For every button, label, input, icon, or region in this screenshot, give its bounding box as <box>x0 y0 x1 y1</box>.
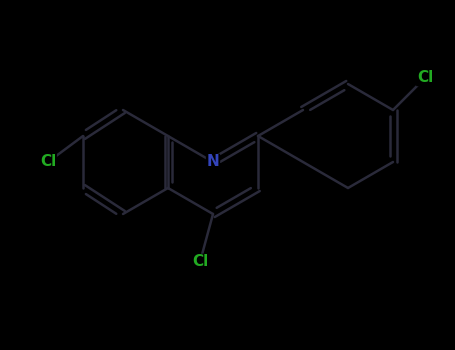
Text: Cl: Cl <box>417 70 433 85</box>
Text: N: N <box>207 154 219 169</box>
Text: Cl: Cl <box>40 154 56 169</box>
Text: Cl: Cl <box>192 254 208 270</box>
